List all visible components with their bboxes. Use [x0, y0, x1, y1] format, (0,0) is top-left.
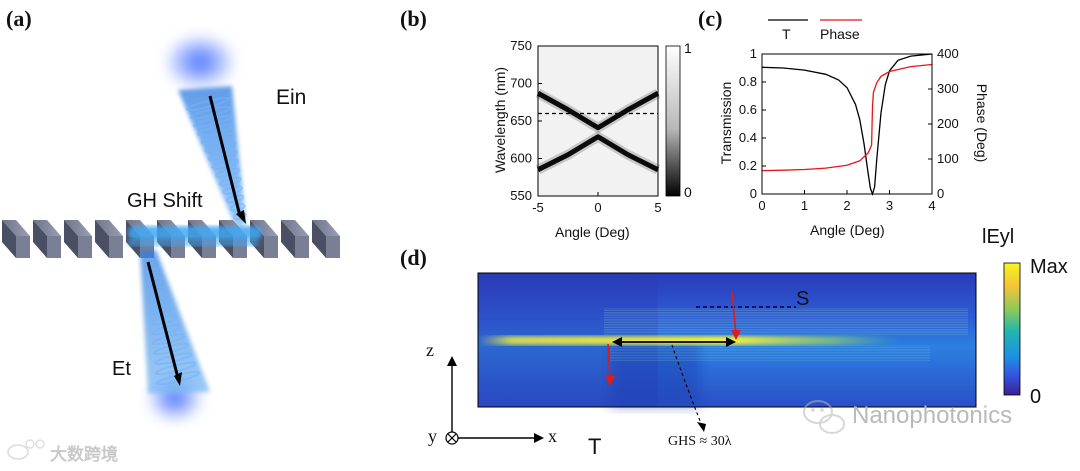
transmitted-wavevector-arrow — [146, 261, 180, 379]
transmitted-arrowhead — [174, 372, 182, 386]
heatmap-upper-band — [536, 91, 660, 131]
axis-x-arrowhead — [534, 433, 544, 443]
gh-shift-arrowhead-left — [612, 337, 622, 347]
axis-z-arrowhead — [447, 356, 457, 366]
transmitted-beam-cone — [140, 250, 210, 394]
panel-d-field-map — [445, 262, 1021, 445]
grating-bar — [95, 220, 123, 258]
heatmap-y-tick-label: 600 — [510, 151, 532, 166]
line-chart-frame — [761, 53, 933, 195]
line-chart-xlabel: Angle (Deg) — [810, 222, 885, 238]
transmitted-red-arrow — [607, 343, 611, 379]
transmitted-red-arrowhead — [605, 376, 615, 386]
heatmap-dispersion-bands — [535, 88, 661, 175]
grating-s-label: S — [796, 288, 810, 310]
heatmap-xlabel: Angle (Deg) — [555, 224, 630, 240]
line-chart-x-tick-label: 1 — [801, 198, 808, 213]
field-map-hot-mode — [478, 336, 898, 345]
line-chart-x-tick-label: 2 — [843, 198, 850, 213]
heatmap-y-tick-label: 750 — [510, 38, 532, 53]
heatmap-x-tick-label: 5 — [654, 200, 661, 215]
wechat-watermark-icon — [803, 400, 845, 434]
field-map-frame — [477, 272, 977, 408]
heatmap-colorbar — [665, 45, 681, 197]
line-chart-y-right-tick-label: 0 — [937, 186, 944, 201]
line-chart-y-right-tick-label: 400 — [937, 46, 959, 61]
incident-wavevector-arrow — [208, 95, 242, 217]
line-chart-y-left-tick-label: 0.2 — [739, 158, 757, 173]
heatmap-lower-band — [536, 134, 660, 172]
grating-bar — [281, 220, 309, 258]
legend-label-phase: Phase — [820, 26, 860, 42]
line-chart-y-left-tick-label: 1 — [750, 46, 757, 61]
gh-shift-pointer — [671, 344, 703, 427]
heatmap-ticks: -5 0 5 550 600 650 700 750 — [510, 38, 661, 215]
field-map-grating-fringes — [604, 308, 968, 361]
line-chart-y-left-tick-label: 0.4 — [739, 130, 757, 145]
colorbar-title: lEyl — [982, 226, 1015, 248]
grating-bar — [64, 220, 92, 258]
field-map-colorbar — [1003, 262, 1021, 396]
line-chart-ylabel-left: Transmission — [718, 81, 734, 165]
axis-x-label: x — [548, 426, 557, 446]
heatmap-colorbar-min: 0 — [684, 184, 692, 200]
grating-bars — [2, 220, 340, 258]
axis-z-label: z — [426, 340, 434, 360]
gh-shift-surface-beam — [128, 226, 262, 240]
heatmap-plot-area — [538, 46, 658, 196]
grating-bar — [2, 220, 30, 258]
series-line-transmission — [761, 53, 933, 197]
series-line-phase — [761, 63, 933, 172]
line-chart-x-tick-label: 0 — [758, 198, 765, 213]
line-chart-y-right-tick-label: 300 — [937, 81, 959, 96]
weibo-watermark-icon — [7, 439, 45, 460]
heatmap-y-tick-label: 700 — [510, 76, 532, 91]
gh-shift-arrowhead-right — [726, 337, 736, 347]
heatmap-x-tick-label: 0 — [594, 200, 601, 215]
incident-arrowhead — [236, 210, 246, 224]
incident-field-label: Ein — [276, 86, 307, 109]
line-chart-x-tick-label: 3 — [886, 198, 893, 213]
incident-red-arrowhead — [731, 330, 741, 340]
line-chart-y-right-tick-label: 200 — [937, 116, 959, 131]
legend-label-t: T — [782, 26, 791, 42]
incident-red-arrow — [731, 291, 737, 335]
colorbar-min-label: 0 — [1030, 386, 1042, 408]
heatmap-colorbar-max: 1 — [684, 40, 692, 56]
axis-y-label: y — [428, 426, 437, 446]
watermark-left: 大数跨境 — [50, 445, 118, 464]
line-chart-ylabel-right: Phase (Deg) — [974, 83, 990, 163]
panel-a-illustration — [2, 32, 340, 424]
line-chart-y-right-tick-label: 100 — [937, 151, 959, 166]
heatmap-y-tick-label: 650 — [510, 113, 532, 128]
incident-source-glow — [162, 32, 238, 92]
line-chart-y-left-tick-label: 0.6 — [739, 102, 757, 117]
grating-bar — [33, 220, 61, 258]
gh-shift-pointer-head — [697, 422, 706, 432]
heatmap-ylabel: Wavelength (nm) — [492, 66, 508, 174]
line-chart-y-left-tick-label: 0 — [750, 186, 757, 201]
watermark-right: Nanophotonics — [852, 402, 1013, 429]
field-map-shadow — [610, 340, 700, 407]
transmitted-field-label: Et — [112, 358, 131, 380]
panel-d-letter: (d) — [400, 245, 427, 270]
axis-y-cross-b — [447, 433, 457, 443]
panel-c-letter: (c) — [698, 6, 723, 31]
line-chart-y-left-tick-label: 0.8 — [739, 74, 757, 89]
heatmap-x-tick-label: -5 — [532, 200, 544, 215]
panel-b-letter: (b) — [400, 6, 427, 31]
transmitted-t-label: T — [588, 434, 602, 459]
heatmap-y-tick-label: 550 — [510, 188, 532, 203]
gh-shift-surface-beam-lower — [128, 240, 258, 246]
grating-bar — [312, 220, 340, 258]
gh-shift-label: GH Shift — [127, 190, 203, 212]
colorbar-max-label: Max — [1030, 256, 1068, 278]
panel-a-letter: (a) — [6, 6, 32, 31]
line-chart-x-tick-label: 4 — [928, 198, 935, 213]
panel-b-heatmap: -5 0 5 550 600 650 700 750 — [510, 38, 681, 215]
gh-shift-value-label: GHS ≈ 30λ — [668, 434, 732, 449]
